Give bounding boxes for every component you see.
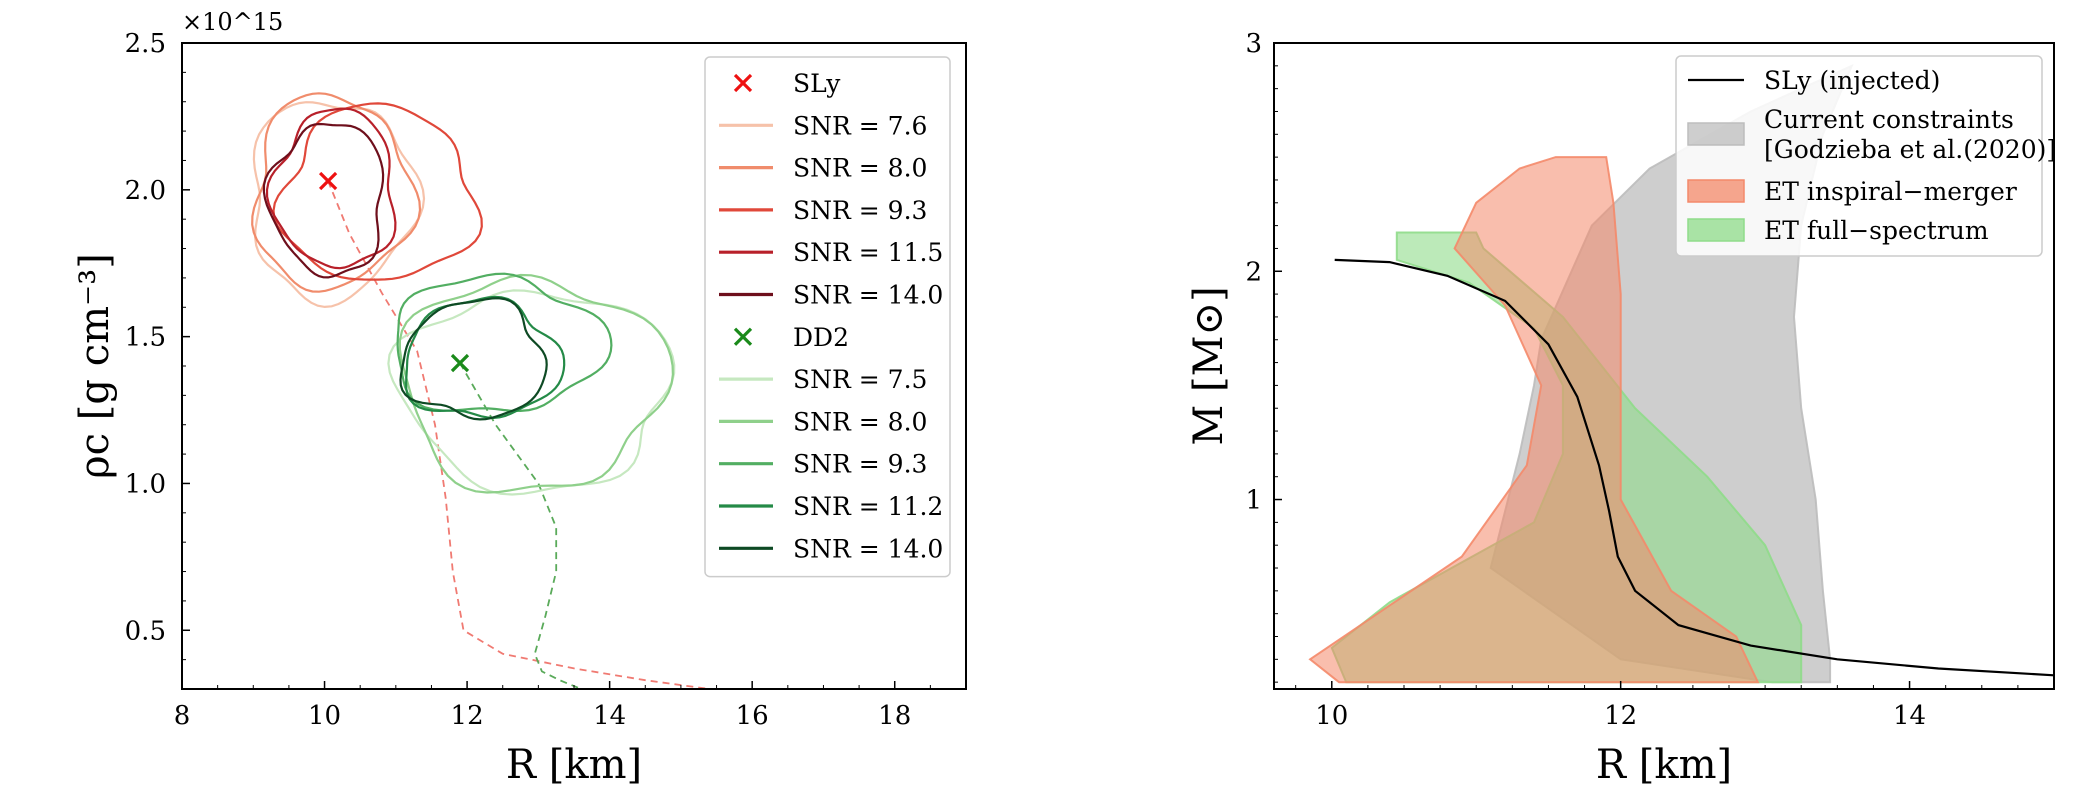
left-plot-area <box>251 92 710 689</box>
sly-injected-curve <box>1334 258 2054 677</box>
legend-marker-stroke <box>733 327 753 346</box>
legend-entry: SLy <box>733 69 841 98</box>
legend-label: SNR = 11.5 <box>793 238 943 267</box>
dashed-track-sly <box>327 180 710 689</box>
legend-patch <box>1687 179 1745 203</box>
legend-entry: SNR = 7.6 <box>719 111 927 140</box>
right-axes-frame <box>1273 42 2055 690</box>
legend-entry: SNR = 9.3 <box>719 196 927 225</box>
legend-marker-stroke <box>733 73 753 93</box>
x-tick-label: 12 <box>1604 701 1637 731</box>
injected-marker-dd2 <box>450 353 470 373</box>
left-ticks: 8 10 12 14 16 18 0.5 1.0 1.5 2.0 2.5 <box>125 29 967 731</box>
legend-entry: DD2 <box>733 323 849 352</box>
legend-label: SNR = 8.0 <box>793 154 927 183</box>
legend-entry: SNR = 8.0 <box>719 407 927 436</box>
injected-marker-sly <box>318 171 338 191</box>
x-tick-label: 14 <box>593 701 626 731</box>
contour-7 <box>398 273 675 494</box>
y-tick-label: 1.5 <box>125 323 166 353</box>
contour-10 <box>399 297 548 421</box>
legend-label: SNR = 11.2 <box>793 492 943 521</box>
y-tick-label: 2.5 <box>125 29 166 59</box>
legend-label: Current constraints <box>1764 105 2014 134</box>
legend-entry: ET full−spectrum <box>1687 216 1989 245</box>
legend-entry: ET inspiral−merger <box>1687 177 2017 206</box>
left-y-axis-label: ρc [g cm⁻³] <box>72 253 118 479</box>
band-3 <box>1308 156 1760 684</box>
legend-label-line2: [Godzieba et al.(2020)] <box>1764 135 2056 164</box>
y-tick-label: 0.5 <box>125 616 166 646</box>
contour-9 <box>404 295 566 420</box>
x-tick-label: 14 <box>1893 701 1926 731</box>
left-legend: SLy SNR = 7.6 SNR = 8.0 SNR = 9.3 SNR = 11.5… <box>704 56 951 578</box>
legend-entry: SNR = 11.2 <box>719 492 943 521</box>
legend-label: ET full−spectrum <box>1764 216 1989 245</box>
legend-label: SNR = 8.0 <box>793 407 927 436</box>
x-tick-label: 16 <box>736 701 769 731</box>
y-tick-label: 2.0 <box>125 176 166 206</box>
contour-4 <box>265 107 397 270</box>
contour-8 <box>396 272 613 413</box>
legend-entry: SNR = 7.5 <box>719 365 927 394</box>
x-tick-label: 10 <box>1315 701 1348 731</box>
legend-label: SNR = 7.5 <box>793 365 927 394</box>
legend-box <box>704 56 951 578</box>
x-tick-label: 12 <box>451 701 484 731</box>
x-tick-label: 18 <box>878 701 911 731</box>
y-tick-label: 3 <box>1245 29 1262 59</box>
legend-entry: SNR = 11.5 <box>719 238 943 267</box>
marker-stroke <box>450 353 470 373</box>
legend-label: ET inspiral−merger <box>1764 177 2017 206</box>
legend-entry: Current constraints[Godzieba et al.(2020… <box>1687 105 2056 164</box>
legend-label: DD2 <box>793 323 849 352</box>
left-y-multiplier: ×10^15 <box>182 8 283 36</box>
marker-stroke <box>318 171 338 191</box>
legend-label: SNR = 7.6 <box>793 111 927 140</box>
right-legend: SLy (injected) Current constraints[Godzie… <box>1675 55 2056 257</box>
y-tick-label: 2 <box>1245 257 1262 287</box>
contour-2 <box>251 92 422 293</box>
contour-5 <box>262 122 385 279</box>
legend-label: SNR = 9.3 <box>793 450 927 479</box>
legend-box <box>1675 55 2043 257</box>
legend-entry: SNR = 8.0 <box>719 154 927 183</box>
legend-entry: SNR = 14.0 <box>719 281 943 310</box>
x-tick-label: 8 <box>174 701 191 731</box>
right-y-axis-label: M [M⊙] <box>1186 286 1232 445</box>
dashed-track-dd2 <box>459 362 582 689</box>
right-x-axis-label: R [km] <box>1596 742 1732 788</box>
legend-label: SLy <box>793 69 841 98</box>
contour-3 <box>272 102 483 281</box>
left-x-axis-label: R [km] <box>506 742 642 788</box>
y-tick-label: 1 <box>1245 486 1262 516</box>
contour-6 <box>387 289 676 496</box>
y-tick-label: 1.0 <box>125 469 166 499</box>
x-tick-label: 10 <box>308 701 341 731</box>
legend-entry: SLy (injected) <box>1688 66 1940 95</box>
legend-entry: SNR = 14.0 <box>719 534 943 563</box>
left-panel: 8 10 12 14 16 18 0.5 1.0 1.5 2.0 2.5 ×10^15 R [km]… <box>72 8 967 788</box>
legend-label: SNR = 14.0 <box>793 534 943 563</box>
legend-label: SLy (injected) <box>1764 66 1940 95</box>
legend-entry: SNR = 9.3 <box>719 450 927 479</box>
legend-label: SNR = 9.3 <box>793 196 927 225</box>
legend-label: SNR = 14.0 <box>793 281 943 310</box>
legend-patch <box>1687 218 1745 242</box>
legend-patch <box>1687 122 1745 146</box>
